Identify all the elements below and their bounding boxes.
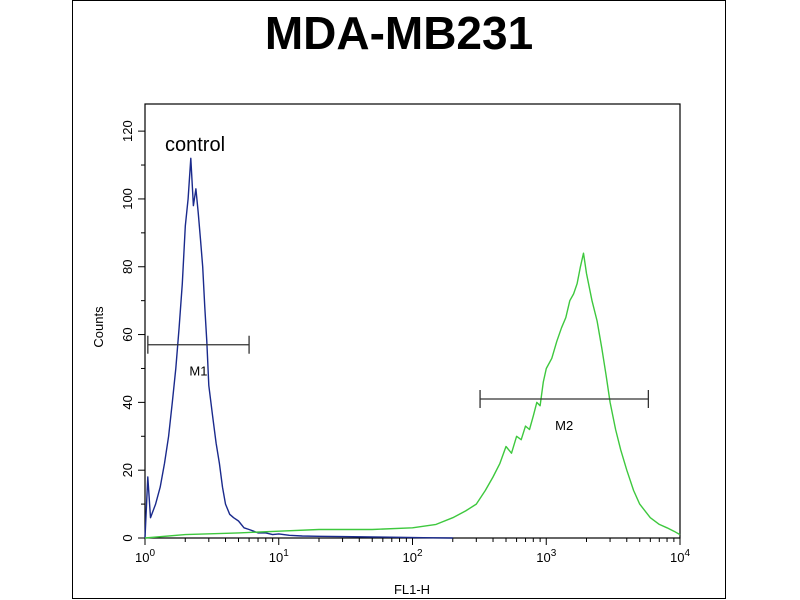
y-tick-label: 120 bbox=[120, 120, 135, 142]
y-axis-label: Counts bbox=[91, 306, 106, 348]
x-tick-label: 102 bbox=[402, 548, 422, 565]
x-tick-label: 100 bbox=[135, 548, 155, 565]
y-tick-label: 20 bbox=[120, 463, 135, 477]
y-tick-label: 80 bbox=[120, 260, 135, 274]
chart-title: MDA-MB231 bbox=[264, 7, 534, 59]
marker-label: M2 bbox=[555, 418, 573, 433]
control-histogram-line bbox=[144, 157, 453, 539]
plot-axes: 0 20 40 60 80 100 120 100 101 102 103 104 bbox=[120, 103, 690, 565]
y-tick-label: 40 bbox=[120, 395, 135, 409]
sample-histogram-line bbox=[144, 252, 681, 539]
y-tick-label: 100 bbox=[120, 188, 135, 210]
marker-m1: M1 bbox=[147, 335, 250, 379]
y-tick-label: 0 bbox=[120, 534, 135, 541]
series-layer bbox=[144, 157, 681, 539]
x-tick-label: 104 bbox=[670, 548, 690, 565]
marker-label: M1 bbox=[189, 364, 207, 379]
control-annotation: control bbox=[165, 134, 225, 156]
x-tick-label: 103 bbox=[536, 548, 556, 565]
x-tick-label: 101 bbox=[269, 548, 289, 565]
plot-border bbox=[144, 103, 681, 539]
marker-m2: M2 bbox=[479, 389, 650, 433]
x-axis-label: FL1-H bbox=[394, 582, 430, 597]
y-tick-label: 60 bbox=[120, 327, 135, 341]
markers-layer: M1 M2 bbox=[147, 335, 650, 433]
